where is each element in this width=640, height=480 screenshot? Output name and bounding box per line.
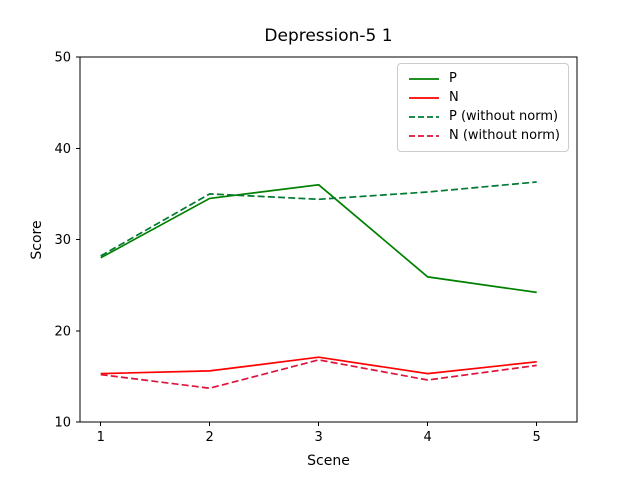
- legend-item-label: N: [449, 90, 459, 106]
- y-tick-label: 10: [54, 416, 71, 431]
- legend-item-label: N (without norm): [449, 127, 560, 143]
- legend-line-sample: [409, 78, 439, 81]
- y-tick-label: 30: [54, 233, 71, 248]
- x-tick-label: 4: [424, 430, 432, 445]
- legend-item: N (without norm): [408, 127, 560, 145]
- chart-title: Depression-5 1: [264, 26, 393, 46]
- legend-line-sample: [409, 134, 439, 137]
- x-tick-label: 2: [206, 430, 214, 445]
- legend-item-label: P (without norm): [449, 108, 559, 124]
- x-tick-label: 1: [97, 430, 105, 445]
- y-tick-label: 50: [54, 51, 71, 66]
- series-line-n-without-norm-: [100, 359, 537, 390]
- legend-item-label: P: [449, 71, 457, 87]
- series-line-p-without-norm-: [100, 181, 537, 257]
- series-line-n: [100, 356, 537, 375]
- x-axis-label: Scene: [307, 453, 350, 469]
- legend-line-sample: [409, 97, 439, 100]
- x-tick-label: 3: [315, 430, 323, 445]
- y-tick-label: 20: [54, 324, 71, 339]
- legend-item: P (without norm): [408, 108, 558, 126]
- series-line-p: [100, 183, 537, 294]
- legend-item: P: [408, 70, 558, 88]
- legend-item: N: [408, 89, 558, 107]
- legend-line-sample: [409, 115, 439, 118]
- x-tick-label: 5: [533, 430, 541, 445]
- y-tick-label: 40: [54, 142, 71, 157]
